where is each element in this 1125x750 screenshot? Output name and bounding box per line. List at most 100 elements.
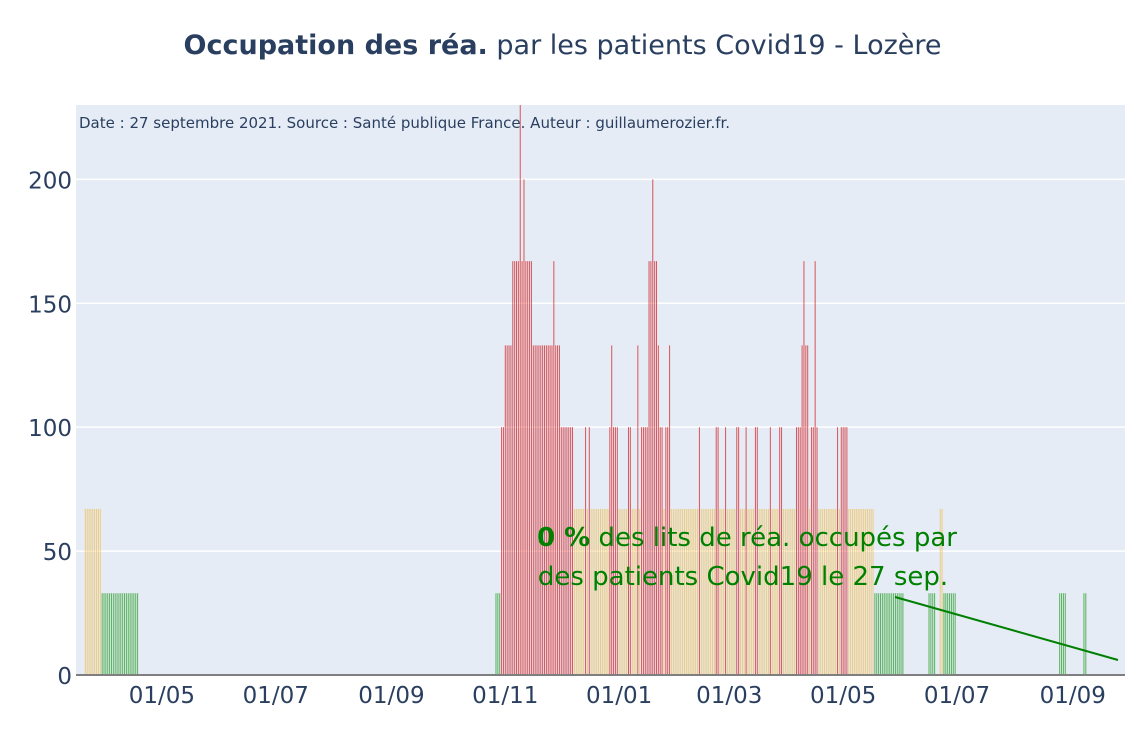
bar: [135, 593, 137, 675]
x-tick-label: 01/01: [586, 683, 652, 709]
bar: [90, 508, 92, 675]
bar: [893, 593, 895, 675]
bar: [876, 593, 878, 675]
bar: [850, 508, 852, 675]
bar: [133, 593, 135, 675]
bar: [794, 508, 796, 675]
bar: [585, 427, 587, 675]
bar: [654, 261, 656, 675]
bar: [120, 593, 122, 675]
chart-title-bold: Occupation des réa.: [183, 30, 488, 61]
x-tick-label: 01/07: [924, 683, 990, 709]
bar: [547, 345, 549, 675]
y-tick-label: 200: [28, 168, 72, 194]
bar: [874, 593, 876, 675]
annotation-line2: des patients Covid19 le 27 sep.: [538, 562, 948, 592]
bar: [840, 427, 842, 675]
bar: [613, 427, 615, 675]
bar: [564, 427, 566, 675]
bar: [816, 427, 818, 675]
bar: [879, 593, 881, 675]
bar: [846, 427, 848, 675]
bar: [758, 508, 760, 675]
bar: [738, 427, 740, 675]
bar: [586, 508, 588, 675]
bar: [568, 427, 570, 675]
bar: [949, 593, 951, 675]
bar: [706, 508, 708, 675]
bar: [566, 427, 568, 675]
bar: [512, 261, 514, 675]
bar: [747, 508, 749, 675]
x-tick-label: 01/09: [358, 683, 424, 709]
bar: [767, 508, 770, 675]
bar: [665, 427, 667, 675]
bar: [670, 508, 672, 675]
bar: [495, 593, 497, 675]
bar: [678, 508, 680, 675]
bar: [809, 508, 811, 675]
bar: [842, 427, 844, 675]
x-tick-labels: 01/05 01/07 01/09 01/11 01/01 01/03 01/05 01/07…: [129, 683, 1106, 709]
bar: [855, 508, 857, 675]
bar: [715, 427, 717, 675]
bar: [506, 345, 508, 675]
bar: [652, 179, 654, 675]
bar: [646, 427, 648, 675]
bar: [109, 593, 111, 675]
bar: [719, 508, 721, 675]
bar: [887, 593, 889, 675]
bar: [631, 508, 633, 675]
bar: [575, 508, 577, 675]
bar: [648, 261, 650, 675]
bar: [807, 345, 809, 675]
bar: [571, 427, 574, 675]
bar: [771, 508, 773, 675]
bar: [627, 427, 630, 675]
bar: [713, 508, 715, 675]
bar: [1064, 593, 1066, 675]
bar: [596, 508, 598, 675]
bar: [529, 261, 531, 675]
bar: [555, 345, 557, 675]
bar: [599, 508, 602, 675]
bar: [801, 345, 803, 675]
bar: [641, 427, 643, 675]
bar: [711, 508, 714, 675]
bar: [558, 345, 560, 675]
bar: [127, 593, 129, 675]
bar: [122, 593, 124, 675]
bar: [756, 427, 758, 675]
bar: [607, 508, 609, 675]
bar: [603, 508, 605, 675]
bar: [573, 508, 575, 675]
bar: [107, 593, 109, 675]
bar: [844, 427, 846, 675]
bar: [674, 508, 676, 675]
bar: [827, 508, 829, 675]
bar: [510, 345, 512, 675]
bar: [773, 508, 775, 675]
bar: [717, 427, 719, 675]
bar: [739, 508, 742, 675]
bar: [820, 508, 822, 675]
bar: [848, 508, 850, 675]
bar: [782, 508, 784, 675]
bar: [702, 508, 704, 675]
bar: [84, 508, 86, 675]
bar: [745, 427, 747, 675]
annotation-percent: 0 %: [537, 523, 590, 553]
bar: [775, 508, 777, 675]
bar: [769, 427, 771, 675]
bar: [721, 508, 723, 675]
bar: [900, 593, 902, 675]
bar: [1061, 593, 1063, 675]
bar: [823, 508, 825, 675]
bar: [829, 508, 831, 675]
bar: [898, 593, 900, 675]
bar: [939, 508, 941, 675]
bar: [116, 593, 118, 675]
bar: [527, 261, 529, 675]
bar: [693, 508, 695, 675]
bar: [611, 345, 613, 675]
